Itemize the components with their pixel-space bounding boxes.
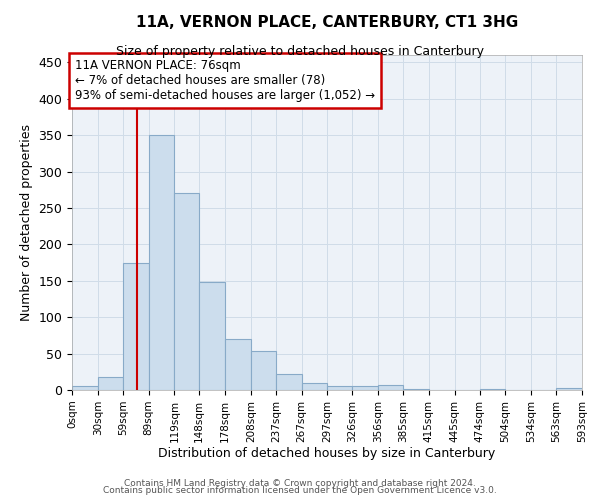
Bar	[328, 386, 352, 390]
Text: Size of property relative to detached houses in Canterbury: Size of property relative to detached ho…	[116, 45, 484, 58]
Bar	[175, 194, 199, 390]
Bar	[251, 352, 276, 390]
Bar	[302, 382, 328, 390]
Text: 11A VERNON PLACE: 76sqm
← 7% of detached houses are smaller (78)
93% of semi-det: 11A VERNON PLACE: 76sqm ← 7% of detached…	[74, 58, 375, 102]
Text: Contains public sector information licensed under the Open Government Licence v3: Contains public sector information licen…	[103, 486, 497, 495]
Title: 11A, VERNON PLACE, CANTERBURY, CT1 3HG: 11A, VERNON PLACE, CANTERBURY, CT1 3HG	[136, 15, 518, 30]
Bar	[378, 385, 403, 390]
Y-axis label: Number of detached properties: Number of detached properties	[20, 124, 33, 321]
Bar	[149, 135, 175, 390]
Bar	[479, 388, 505, 390]
X-axis label: Distribution of detached houses by size in Canterbury: Distribution of detached houses by size …	[158, 448, 496, 460]
Bar	[98, 377, 123, 390]
Bar	[72, 386, 98, 390]
Bar	[225, 339, 251, 390]
Bar	[352, 386, 378, 390]
Bar	[276, 374, 302, 390]
Text: Contains HM Land Registry data © Crown copyright and database right 2024.: Contains HM Land Registry data © Crown c…	[124, 478, 476, 488]
Bar	[199, 282, 225, 390]
Bar	[556, 388, 582, 390]
Bar	[123, 262, 149, 390]
